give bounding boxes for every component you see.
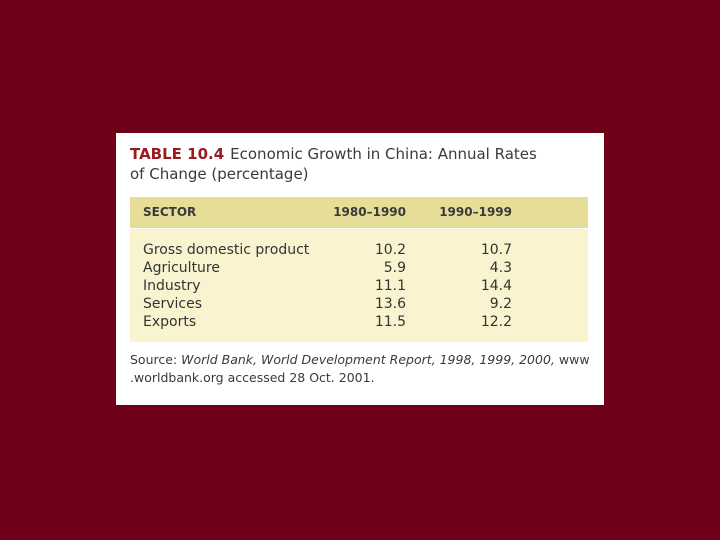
table-row: Services 13.6 9.2 xyxy=(130,295,588,313)
table-row: Agriculture 5.9 4.3 xyxy=(130,259,588,277)
row-value-1990-1999: 14.4 xyxy=(480,278,512,294)
table-row: Gross domestic product 10.2 10.7 xyxy=(130,241,588,259)
row-value-1980-1990: 10.2 xyxy=(374,242,406,258)
row-value-1980-1990: 5.9 xyxy=(383,260,406,276)
row-sector: Industry xyxy=(143,278,201,294)
row-value-1990-1999: 12.2 xyxy=(480,314,512,330)
table-label: TABLE 10.4 xyxy=(130,145,225,163)
source-line2: .worldbank.org accessed 28 Oct. 2001. xyxy=(130,370,375,385)
row-sector: Gross domestic product xyxy=(143,242,310,258)
source-prefix: Source: xyxy=(130,352,182,367)
table-header: SECTOR 1980–1990 1990–1999 xyxy=(130,197,588,228)
row-sector: Services xyxy=(143,296,203,312)
header-sector: SECTOR xyxy=(143,205,197,219)
table-row: Exports 11.5 12.2 xyxy=(130,313,588,331)
table-source: Source: World Bank, World Development Re… xyxy=(130,351,590,387)
table-card: TABLE 10.4 Economic Growth in China: Annu… xyxy=(116,133,604,405)
row-value-1990-1999: 4.3 xyxy=(489,260,512,276)
row-value-1980-1990: 11.5 xyxy=(374,314,406,330)
row-sector: Exports xyxy=(143,314,197,330)
row-sector: Agriculture xyxy=(143,260,220,276)
table-title: TABLE 10.4 Economic Growth in China: Annu… xyxy=(130,144,590,184)
header-1990-1999: 1990–1999 xyxy=(439,205,512,219)
table-body: Gross domestic product 10.2 10.7 Agricul… xyxy=(130,229,588,342)
header-1980-1990: 1980–1990 xyxy=(333,205,406,219)
row-value-1990-1999: 10.7 xyxy=(480,242,512,258)
row-value-1980-1990: 11.1 xyxy=(374,278,406,294)
table-title-line1: Economic Growth in China: Annual Rates xyxy=(230,145,537,163)
table-row: Industry 11.1 14.4 xyxy=(130,277,588,295)
source-line1-suffix: www xyxy=(554,352,590,367)
table-title-line2: of Change (percentage) xyxy=(130,165,309,183)
row-value-1980-1990: 13.6 xyxy=(374,296,406,312)
source-work: World Bank, World Development Report, 19… xyxy=(181,352,555,367)
row-value-1990-1999: 9.2 xyxy=(489,296,512,312)
